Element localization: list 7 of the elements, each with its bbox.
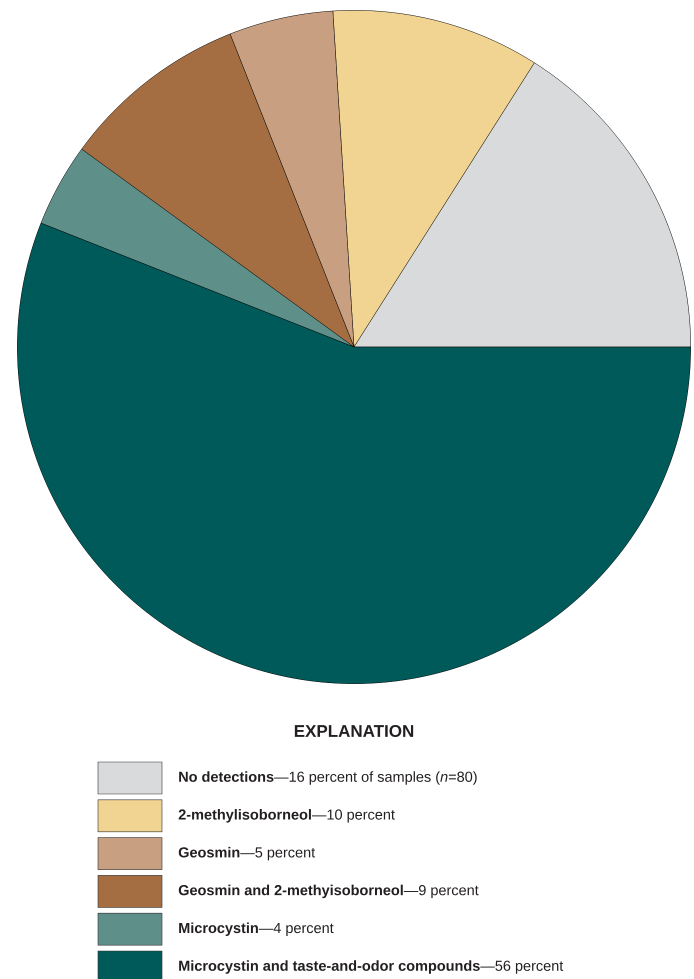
legend-label: No detections—16 percent of samples (n=80) (179, 771, 477, 785)
legend-label: Microcystin and taste-and-odor compounds—56 percent (179, 960, 564, 974)
legend-label: 2-methylisoborneol—10 percent (178, 809, 395, 823)
legend-label: Geosmin and 2-methyisoborneol—9 percent (178, 884, 479, 898)
legend-label: Geosmin—5 percent (178, 846, 316, 860)
legend-label: Microcystin—4 percent (179, 922, 334, 936)
legend-title: EXPLANATION (294, 724, 414, 738)
